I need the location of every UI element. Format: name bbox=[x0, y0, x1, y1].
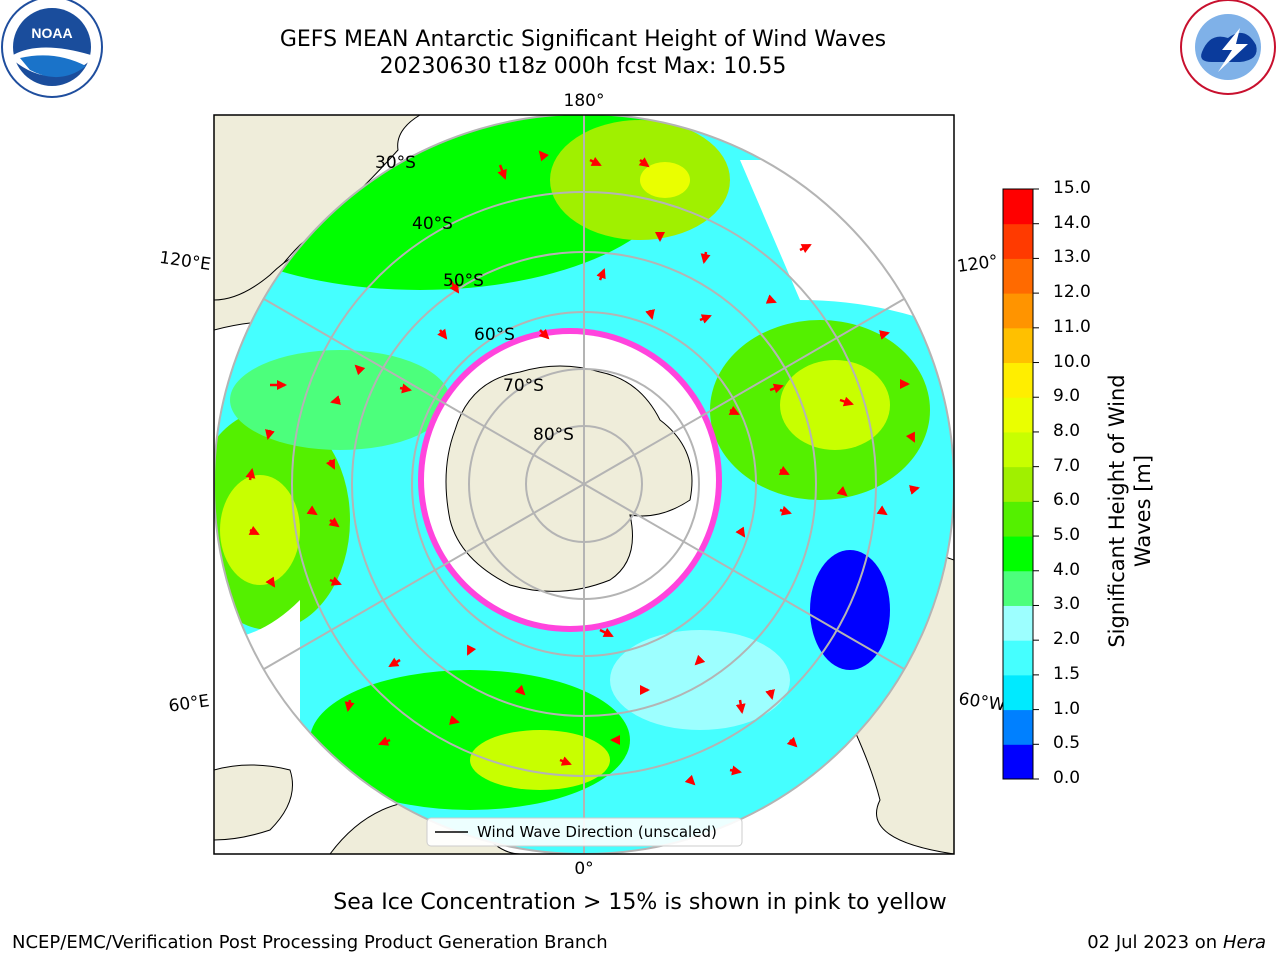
map-border bbox=[213, 114, 955, 855]
footer-machine: Hera bbox=[1222, 932, 1266, 953]
colorbar-swatch bbox=[1003, 536, 1033, 572]
colorbar-tick-label: 13.0 bbox=[1053, 247, 1091, 268]
colorbar-swatch bbox=[1003, 327, 1033, 364]
colorbar-swatch bbox=[1003, 223, 1033, 259]
colorbar bbox=[1002, 188, 1039, 780]
lon-label-120e: 120°E bbox=[158, 248, 212, 275]
lat-label-40s: 40°S bbox=[412, 214, 453, 234]
colorbar-swatch bbox=[1003, 258, 1033, 294]
colorbar-tick-label: 7.0 bbox=[1053, 455, 1081, 476]
lat-label-70s: 70°S bbox=[503, 376, 544, 396]
lat-label-30s: 30°S bbox=[375, 153, 416, 173]
colorbar-swatch bbox=[1003, 640, 1033, 676]
nws-logo bbox=[1180, 0, 1276, 95]
colorbar-swatch bbox=[1003, 362, 1033, 398]
wind-wave-arrows bbox=[245, 150, 920, 786]
colorbar-tick-label: 6.0 bbox=[1053, 490, 1081, 511]
colorbar-tick-label: 0.0 bbox=[1053, 768, 1081, 788]
colorbar-tick-label: 5.0 bbox=[1053, 525, 1081, 546]
lat-label-60s: 60°S bbox=[474, 325, 515, 345]
colorbar-tick-label: 0.5 bbox=[1053, 733, 1081, 754]
colorbar-swatch bbox=[1003, 466, 1033, 502]
colorbar-swatch bbox=[1003, 674, 1033, 711]
sea-ice-note: Sea Ice Concentration > 15% is shown in … bbox=[333, 890, 947, 915]
colorbar-tick-label: 12.0 bbox=[1053, 282, 1091, 303]
colorbar-swatch bbox=[1003, 397, 1033, 433]
colorbar-label: Significant Height of Wind Waves [m] bbox=[1105, 374, 1155, 648]
lon-label-60w: 60°W bbox=[957, 689, 1006, 715]
lat-label-50s: 50°S bbox=[443, 271, 484, 291]
colorbar-tick-label: 1.5 bbox=[1053, 663, 1081, 684]
footer-date: 02 Jul 2023 on Hera bbox=[1087, 932, 1266, 953]
svg-text:NOAA: NOAA bbox=[31, 25, 72, 41]
colorbar-tick-label: 10.0 bbox=[1053, 351, 1091, 372]
colorbar-swatch bbox=[1003, 501, 1033, 537]
footer-credit: NCEP/EMC/Verification Post Processing Pr… bbox=[12, 932, 608, 953]
colorbar-swatch bbox=[1003, 709, 1033, 745]
colorbar-tick-label: 9.0 bbox=[1053, 386, 1081, 407]
colorbar-tick-label: 11.0 bbox=[1053, 316, 1091, 337]
colorbar-swatch bbox=[1003, 189, 1033, 225]
lon-label-180: 180° bbox=[564, 91, 605, 111]
colorbar-tick-label: 8.0 bbox=[1053, 420, 1081, 441]
footer-date-text: 02 Jul 2023 on bbox=[1087, 932, 1218, 953]
legend-label: Wind Wave Direction (unscaled) bbox=[477, 823, 717, 841]
colorbar-swatch bbox=[1003, 744, 1033, 780]
colorbar-swatch bbox=[1003, 431, 1033, 468]
noaa-logo: NOAA bbox=[1, 0, 103, 98]
colorbar-tick-label: 3.0 bbox=[1053, 594, 1081, 615]
colorbar-tick-label: 2.0 bbox=[1053, 629, 1081, 650]
colorbar-tick-label: 14.0 bbox=[1053, 212, 1091, 233]
lon-label-0: 0° bbox=[574, 859, 593, 879]
map-land-ocean bbox=[214, 115, 954, 854]
map-legend bbox=[426, 817, 743, 847]
colorbar-swatch bbox=[1003, 605, 1033, 641]
lat-label-80s: 80°S bbox=[533, 425, 574, 445]
chart-title: GEFS MEAN Antarctic Significant Height o… bbox=[279, 27, 887, 52]
lon-label-60e: 60°E bbox=[167, 691, 210, 716]
colorbar-tick-label: 4.0 bbox=[1053, 559, 1081, 580]
colorbar-swatch bbox=[1003, 293, 1033, 329]
chart-subtitle: 20230630 t18z 000h fcst Max: 10.55 bbox=[379, 54, 787, 79]
colorbar-border bbox=[1002, 188, 1034, 780]
colorbar-tick-label: 1.0 bbox=[1053, 698, 1081, 719]
colorbar-tick-label: 15.0 bbox=[1053, 178, 1091, 198]
lon-label-120w: 120° bbox=[956, 251, 999, 277]
colorbar-swatch bbox=[1003, 570, 1033, 606]
